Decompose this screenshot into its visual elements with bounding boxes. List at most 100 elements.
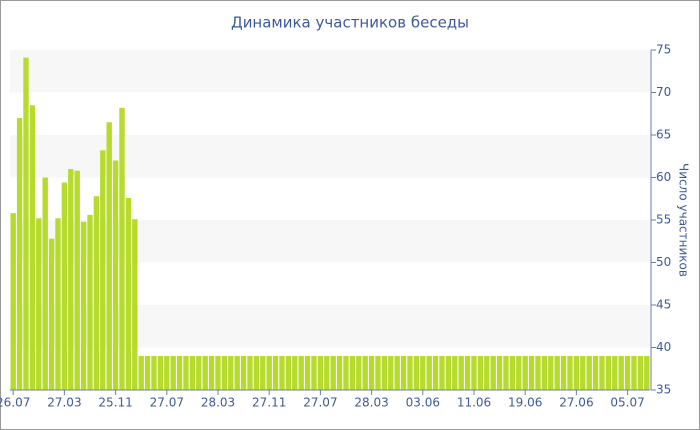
y-tick-label: 70 xyxy=(656,85,671,99)
bar xyxy=(189,356,196,390)
bar xyxy=(215,356,221,390)
bar xyxy=(170,356,176,390)
bar xyxy=(516,356,522,390)
x-tick-label: 26.07 xyxy=(0,396,30,410)
y-tick-label: 55 xyxy=(656,213,671,227)
bar xyxy=(93,196,100,390)
bar xyxy=(464,356,471,390)
bar xyxy=(125,197,132,390)
bar xyxy=(23,57,29,391)
bar xyxy=(580,356,586,390)
bar xyxy=(119,107,125,391)
grid-band xyxy=(10,220,650,263)
bar xyxy=(452,356,458,390)
bar xyxy=(560,356,567,390)
bar xyxy=(567,356,573,390)
bar xyxy=(285,356,292,390)
bar xyxy=(343,356,349,390)
x-tick-label: 11.06 xyxy=(457,396,491,410)
bar xyxy=(420,356,426,390)
x-tick-label: 27.07 xyxy=(303,396,337,410)
bar xyxy=(400,356,407,390)
y-tick-label: 60 xyxy=(656,170,671,184)
y-tick-label: 65 xyxy=(656,128,671,142)
bar xyxy=(541,356,548,390)
bar xyxy=(618,356,624,390)
bar xyxy=(176,356,183,390)
bar xyxy=(164,356,170,390)
bar xyxy=(324,356,330,390)
bar xyxy=(496,356,503,390)
bar xyxy=(208,356,215,390)
bar xyxy=(304,356,311,390)
chart-title: Динамика участников беседы xyxy=(231,14,469,32)
bar xyxy=(74,170,80,390)
bar xyxy=(16,118,23,390)
bar xyxy=(266,356,272,390)
bar xyxy=(522,356,528,390)
bar xyxy=(138,356,144,390)
bar xyxy=(151,356,157,390)
x-tick-label: 19.06 xyxy=(508,396,542,410)
bar xyxy=(484,356,490,390)
bar xyxy=(253,356,260,390)
bar xyxy=(292,356,298,390)
bar xyxy=(157,356,164,390)
bar xyxy=(240,356,247,390)
bar xyxy=(388,356,394,390)
grid-band xyxy=(10,50,650,93)
bar xyxy=(605,356,612,390)
y-tick-label: 75 xyxy=(656,43,671,57)
bar xyxy=(260,356,266,390)
bar xyxy=(68,169,74,390)
y-tick-label: 40 xyxy=(656,340,671,354)
bar xyxy=(221,356,228,390)
x-tick-label: 27.06 xyxy=(559,396,593,410)
bar xyxy=(471,356,477,390)
bar xyxy=(144,356,151,390)
bar xyxy=(407,356,413,390)
bar xyxy=(458,356,464,390)
bar xyxy=(80,221,87,390)
bar xyxy=(644,356,650,390)
bar xyxy=(234,356,240,390)
x-tick-label: 05.07 xyxy=(610,396,644,410)
bar xyxy=(48,238,55,390)
bar xyxy=(394,356,400,390)
bar xyxy=(106,122,112,390)
bar xyxy=(631,356,637,390)
bar xyxy=(375,356,381,390)
bar xyxy=(202,356,208,390)
grid-band xyxy=(10,305,650,348)
bar xyxy=(298,356,304,390)
x-tick-label: 25.11 xyxy=(98,396,132,410)
bar xyxy=(55,218,61,390)
bar xyxy=(183,356,189,390)
bar xyxy=(61,182,68,390)
bar xyxy=(311,356,317,390)
bar xyxy=(362,356,368,390)
bar xyxy=(42,177,48,390)
bar xyxy=(330,356,336,390)
bar xyxy=(426,356,432,390)
y-tick-label: 45 xyxy=(656,298,671,312)
bar xyxy=(112,160,119,390)
bar xyxy=(272,356,279,390)
bar xyxy=(132,219,138,390)
bar xyxy=(432,356,439,390)
bar xyxy=(624,356,631,390)
x-tick-label: 03.06 xyxy=(406,396,440,410)
bar xyxy=(477,356,484,390)
bar xyxy=(10,213,16,390)
bar xyxy=(100,150,106,390)
bar xyxy=(535,356,541,390)
bar xyxy=(196,356,202,390)
bar xyxy=(637,356,644,390)
bar xyxy=(490,356,496,390)
bar xyxy=(381,356,388,390)
x-tick-label: 27.07 xyxy=(150,396,184,410)
grid-band xyxy=(10,135,650,178)
bar xyxy=(528,356,535,390)
x-tick-label: 27.03 xyxy=(47,396,81,410)
